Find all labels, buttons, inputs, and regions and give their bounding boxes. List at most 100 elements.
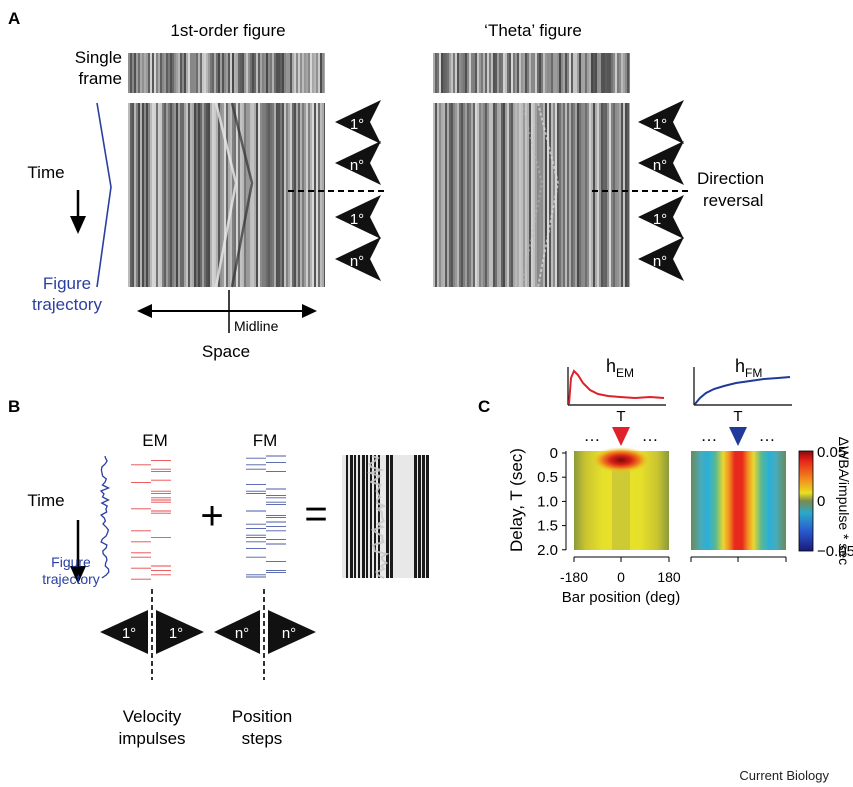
stripe <box>280 103 282 287</box>
stripe <box>551 103 554 287</box>
combined-bar <box>370 455 372 578</box>
stripe <box>463 103 466 287</box>
em-dots-right: … <box>642 426 659 445</box>
stripe <box>593 103 595 287</box>
stripe <box>142 53 145 93</box>
stripe <box>134 103 137 287</box>
stripe <box>439 53 441 93</box>
stripe <box>449 53 451 93</box>
stripe <box>200 103 202 287</box>
stripe <box>262 53 265 93</box>
stripe <box>515 103 517 287</box>
arrow-ndeg-left-1 <box>335 141 381 185</box>
stripe <box>581 53 584 93</box>
stripe <box>198 53 201 93</box>
stripe <box>256 103 258 287</box>
stripe <box>192 53 194 93</box>
stripe <box>136 103 139 287</box>
stripe <box>214 103 216 287</box>
em-arrow-left <box>100 610 148 654</box>
stripe <box>150 103 153 287</box>
stripe <box>507 103 509 287</box>
h-em-curve <box>568 369 665 405</box>
stripe <box>172 53 174 93</box>
stripe <box>214 53 216 93</box>
stripe <box>615 53 617 93</box>
em-heatmap <box>574 447 669 550</box>
figure-trajectory-trace <box>99 455 111 579</box>
colorbar-tick-label: 0 <box>817 493 825 510</box>
stripe <box>310 53 312 93</box>
panel-b: B EM FM Time Figure trajectory + = 1° 1°… <box>8 397 429 748</box>
stripe <box>186 53 188 93</box>
stripe <box>457 53 460 93</box>
stripe <box>445 103 447 287</box>
stripe <box>176 53 178 93</box>
fm-position-steps <box>246 455 286 578</box>
stripe <box>266 103 269 287</box>
em-arrow-label-right: 1° <box>169 625 183 642</box>
stripe <box>499 103 501 287</box>
stripe <box>208 103 210 287</box>
panel-a: A 1st-order figure ‘Theta’ figure Single… <box>8 9 764 361</box>
stripe <box>176 103 178 287</box>
stripe <box>156 53 158 93</box>
stripe <box>457 103 459 287</box>
journal-footer: Current Biology <box>739 768 829 783</box>
stripe <box>465 53 467 93</box>
stripe <box>286 103 288 287</box>
stripe <box>322 53 324 93</box>
time-arrowhead-b <box>70 566 86 584</box>
stripe <box>627 53 629 93</box>
stripe <box>278 53 281 93</box>
space-time-plot-theta <box>433 103 630 287</box>
stripe <box>545 53 548 93</box>
space-time-plot-first-order <box>128 103 325 287</box>
arrow-ndeg-right-2 <box>638 237 684 281</box>
stripe <box>517 103 520 287</box>
stripe <box>244 103 246 287</box>
stripe <box>234 103 236 287</box>
stripe <box>501 103 503 287</box>
fm-arrow-left <box>214 610 260 654</box>
stripe <box>138 53 140 93</box>
position-label-2: steps <box>242 729 283 748</box>
direction-reversal-label-2: reversal <box>703 191 763 210</box>
stripe <box>621 103 623 287</box>
stripe <box>296 53 298 93</box>
stripe <box>302 103 304 287</box>
stripe <box>543 53 545 93</box>
stripe <box>210 53 212 93</box>
stripe <box>487 103 489 287</box>
stripe <box>455 103 457 287</box>
stripe <box>607 53 609 93</box>
stripe <box>571 103 574 287</box>
stripe <box>503 53 505 93</box>
stripe <box>493 53 496 93</box>
combined-bar <box>346 455 348 578</box>
stripe <box>304 53 306 93</box>
stripe <box>535 53 537 93</box>
stripe <box>439 103 441 287</box>
stripe <box>224 53 226 93</box>
stripe <box>162 103 164 287</box>
stripe <box>190 53 192 93</box>
stripe <box>511 103 514 287</box>
stripe <box>292 53 294 93</box>
stripe <box>200 53 202 93</box>
stripe <box>453 53 455 93</box>
stripe <box>240 103 242 287</box>
stripe <box>605 53 607 93</box>
stripe <box>220 53 222 93</box>
stripe <box>272 53 274 93</box>
stripe <box>595 53 598 93</box>
stripe <box>599 103 602 287</box>
stripe <box>152 53 154 93</box>
stripe <box>234 53 236 93</box>
stripe <box>433 53 436 93</box>
combined-stimulus <box>342 455 429 578</box>
stripe <box>166 103 168 287</box>
stripe <box>471 103 473 287</box>
stripe <box>519 103 521 287</box>
stripe <box>212 103 214 287</box>
